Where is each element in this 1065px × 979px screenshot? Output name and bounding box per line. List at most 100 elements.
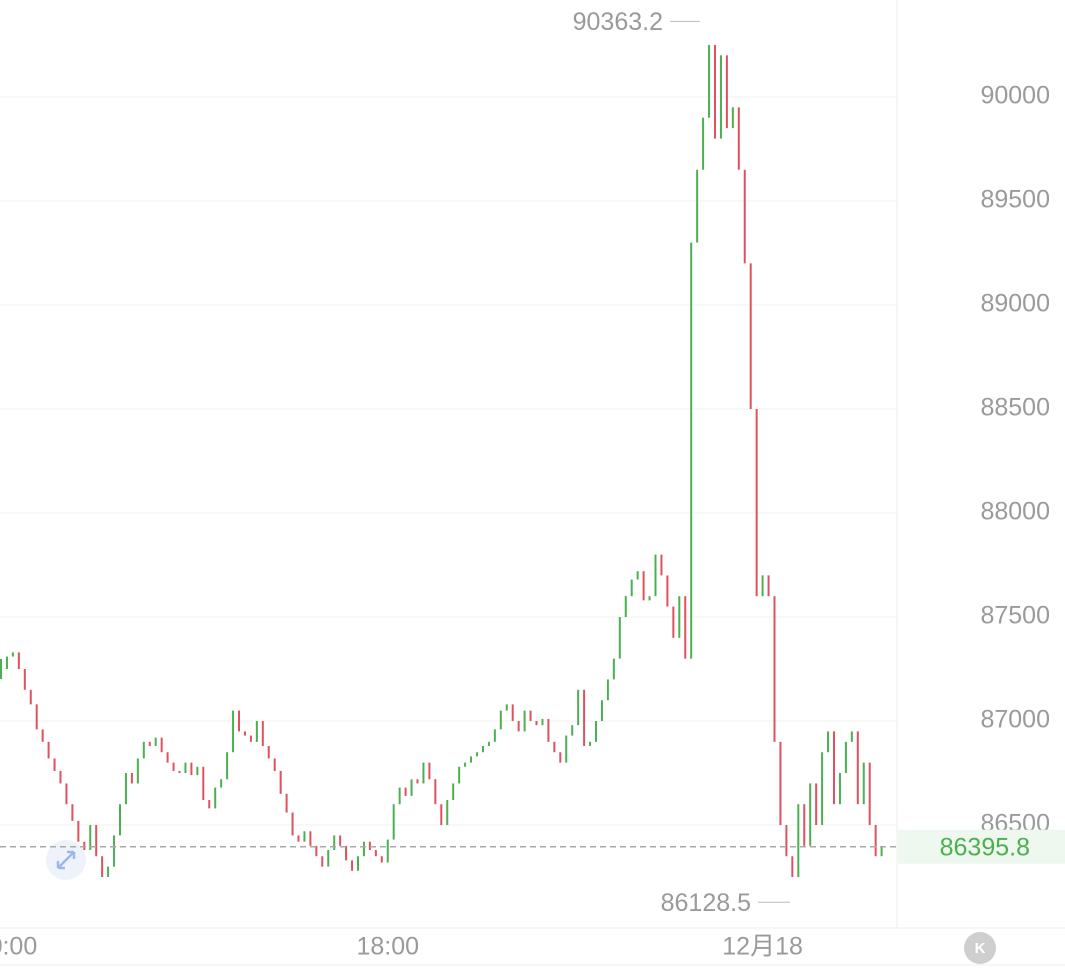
y-tick-label: 87000 bbox=[980, 706, 1050, 734]
bar bbox=[797, 804, 800, 878]
kline-button-bg[interactable] bbox=[964, 932, 996, 964]
bar bbox=[630, 579, 633, 597]
bar bbox=[547, 718, 550, 742]
bar bbox=[297, 835, 300, 842]
bar bbox=[357, 856, 359, 871]
bar bbox=[600, 700, 603, 722]
bar bbox=[809, 783, 812, 846]
low-label: 86128.5 bbox=[661, 889, 751, 917]
bar bbox=[202, 766, 205, 801]
bar bbox=[719, 55, 722, 139]
bar bbox=[702, 117, 705, 170]
bar bbox=[868, 762, 871, 826]
bar bbox=[749, 263, 752, 409]
bar bbox=[5, 656, 8, 670]
bar bbox=[327, 849, 330, 867]
bar bbox=[154, 737, 157, 746]
bar bbox=[737, 107, 740, 170]
kline-button-icon: K bbox=[975, 940, 986, 957]
bar bbox=[273, 758, 276, 771]
bar bbox=[279, 770, 282, 794]
bar bbox=[261, 721, 264, 746]
bar bbox=[458, 766, 461, 784]
bar bbox=[65, 783, 68, 805]
bar bbox=[690, 242, 693, 659]
bar bbox=[243, 731, 246, 736]
bar bbox=[440, 804, 443, 826]
bar bbox=[827, 731, 830, 753]
bar bbox=[124, 773, 127, 805]
bar bbox=[101, 856, 104, 878]
bar bbox=[612, 658, 615, 680]
bar bbox=[178, 770, 181, 774]
last-price-label: 86395.8 bbox=[940, 833, 1030, 861]
bar bbox=[660, 554, 663, 576]
bar bbox=[196, 766, 199, 776]
bar bbox=[374, 849, 377, 857]
bar bbox=[291, 812, 294, 836]
bar bbox=[148, 741, 151, 746]
bar bbox=[321, 856, 324, 867]
bars bbox=[0, 44, 883, 878]
bar bbox=[238, 710, 240, 732]
bar bbox=[761, 575, 764, 597]
bar bbox=[773, 596, 776, 742]
bar bbox=[136, 758, 139, 784]
bar bbox=[333, 835, 336, 850]
bar bbox=[606, 679, 609, 701]
bar bbox=[214, 787, 217, 809]
bar bbox=[29, 689, 32, 705]
bar bbox=[618, 617, 621, 659]
bar bbox=[428, 762, 431, 780]
bar bbox=[571, 725, 574, 736]
bar bbox=[452, 783, 455, 801]
bar bbox=[654, 554, 657, 597]
bar bbox=[190, 762, 193, 776]
bar bbox=[636, 571, 639, 580]
bar bbox=[553, 741, 556, 753]
bar bbox=[779, 741, 782, 826]
bar bbox=[166, 752, 169, 763]
y-tick-label: 88500 bbox=[980, 394, 1050, 422]
bar bbox=[0, 659, 2, 680]
bar bbox=[35, 704, 38, 730]
bar bbox=[386, 839, 389, 863]
bar bbox=[434, 779, 437, 805]
bar bbox=[416, 779, 419, 784]
bar bbox=[559, 752, 562, 763]
bar bbox=[481, 745, 484, 753]
y-tick-label: 87500 bbox=[980, 602, 1050, 630]
bar bbox=[71, 804, 74, 821]
y-tick-label: 89500 bbox=[980, 186, 1050, 214]
bar bbox=[11, 652, 14, 657]
expand-icon[interactable] bbox=[46, 840, 86, 880]
bar bbox=[59, 770, 62, 784]
bar bbox=[315, 845, 318, 857]
bar bbox=[595, 721, 597, 742]
bar bbox=[303, 831, 306, 842]
bar bbox=[511, 704, 514, 722]
bar bbox=[351, 860, 354, 871]
x-tick-label: 18:00 bbox=[356, 933, 419, 961]
bar bbox=[47, 741, 50, 759]
bar bbox=[803, 804, 806, 846]
bar bbox=[731, 107, 734, 129]
high-label: 90363.2 bbox=[573, 8, 663, 36]
bar bbox=[470, 756, 473, 763]
bar bbox=[255, 721, 258, 742]
bar bbox=[833, 731, 835, 805]
bar bbox=[767, 575, 770, 597]
bar bbox=[696, 169, 699, 243]
expand-arrows bbox=[56, 850, 76, 870]
bar bbox=[791, 856, 794, 878]
bar bbox=[89, 825, 92, 850]
bar bbox=[862, 762, 865, 805]
kline-button[interactable]: K bbox=[964, 932, 996, 964]
bar bbox=[505, 704, 508, 711]
bar bbox=[95, 825, 98, 857]
bar bbox=[184, 762, 187, 774]
bar bbox=[838, 773, 841, 805]
bar bbox=[404, 787, 407, 796]
bar bbox=[107, 866, 110, 878]
